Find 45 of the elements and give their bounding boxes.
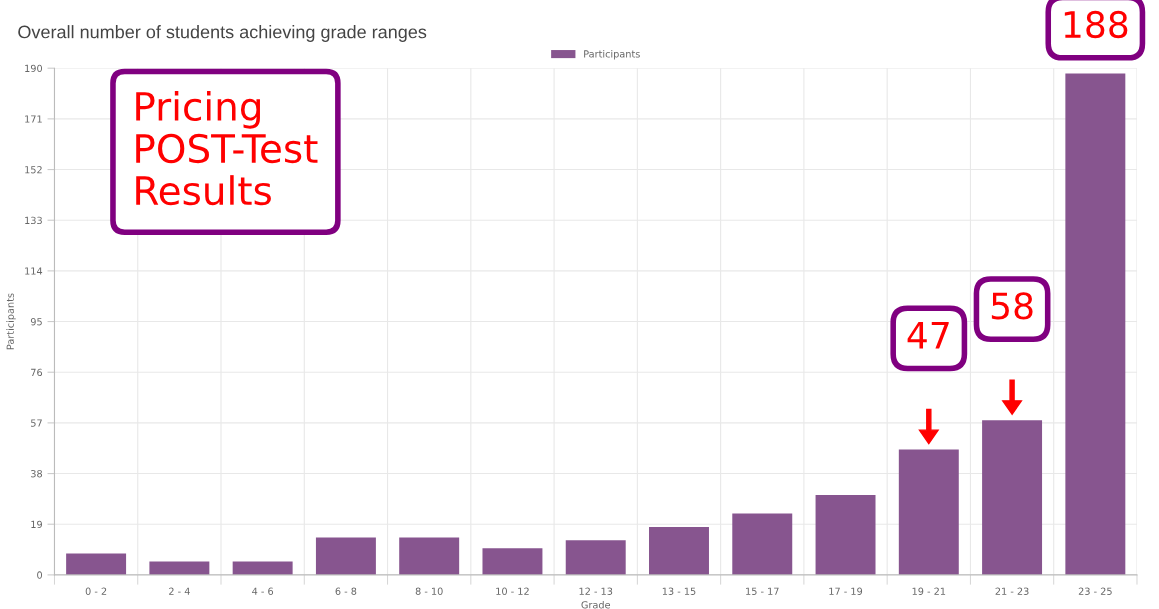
x-tick-label: 19 - 21 bbox=[912, 587, 946, 595]
bar bbox=[565, 540, 626, 575]
y-tick-label: 76 bbox=[31, 368, 43, 377]
annotation: 188 bbox=[1064, 10, 1128, 39]
x-tick-label: 21 - 23 bbox=[995, 587, 1029, 595]
bar bbox=[232, 561, 293, 575]
legend-label: Participants bbox=[584, 50, 640, 60]
x-tick-label: 12 - 13 bbox=[579, 587, 613, 595]
bar bbox=[482, 548, 543, 575]
x-axis-title: Grade bbox=[581, 600, 611, 609]
bar bbox=[649, 526, 709, 575]
bar bbox=[66, 553, 127, 575]
x-tick-label: 13 - 15 bbox=[662, 587, 696, 595]
y-tick-label: 38 bbox=[31, 470, 42, 478]
bar bbox=[1065, 73, 1126, 575]
x-tick-label: 10 - 12 bbox=[496, 587, 529, 595]
x-tick-label: 8 - 10 bbox=[415, 587, 443, 595]
y-tick-label: 133 bbox=[25, 216, 42, 225]
x-tick-label: 2 - 4 bbox=[169, 587, 190, 595]
x-tick-label: 15 - 17 bbox=[746, 587, 779, 595]
y-tick-label: 95 bbox=[30, 318, 42, 326]
bar bbox=[732, 513, 793, 575]
annotation: 47 bbox=[907, 322, 949, 349]
annotation: 58 bbox=[991, 292, 1033, 320]
y-tick-label: 57 bbox=[31, 419, 42, 427]
y-tick-label: 114 bbox=[25, 267, 43, 275]
bar bbox=[898, 449, 959, 575]
x-tick-label: 23 - 25 bbox=[1078, 587, 1112, 595]
y-tick-label: 152 bbox=[25, 166, 42, 174]
x-tick-label: 17 - 19 bbox=[829, 587, 863, 595]
bar bbox=[315, 537, 376, 575]
x-tick-label: 6 - 8 bbox=[335, 587, 357, 595]
y-axis-title: Participants bbox=[6, 293, 16, 350]
bar bbox=[149, 561, 210, 575]
y-tick-label: 19 bbox=[31, 520, 42, 529]
y-tick-label: 171 bbox=[25, 115, 42, 123]
bar bbox=[815, 494, 876, 575]
bar bbox=[399, 537, 460, 575]
y-tick-label: 190 bbox=[25, 64, 43, 73]
y-tick-label: 0 bbox=[37, 571, 43, 579]
x-tick-label: 0 - 2 bbox=[85, 587, 107, 595]
annotation: Pricing POST-Test Results bbox=[136, 91, 318, 206]
x-tick-label: 4 - 6 bbox=[252, 587, 274, 595]
bar bbox=[982, 420, 1043, 575]
chart-title: Overall number of students achieving grade ranges bbox=[18, 25, 427, 42]
